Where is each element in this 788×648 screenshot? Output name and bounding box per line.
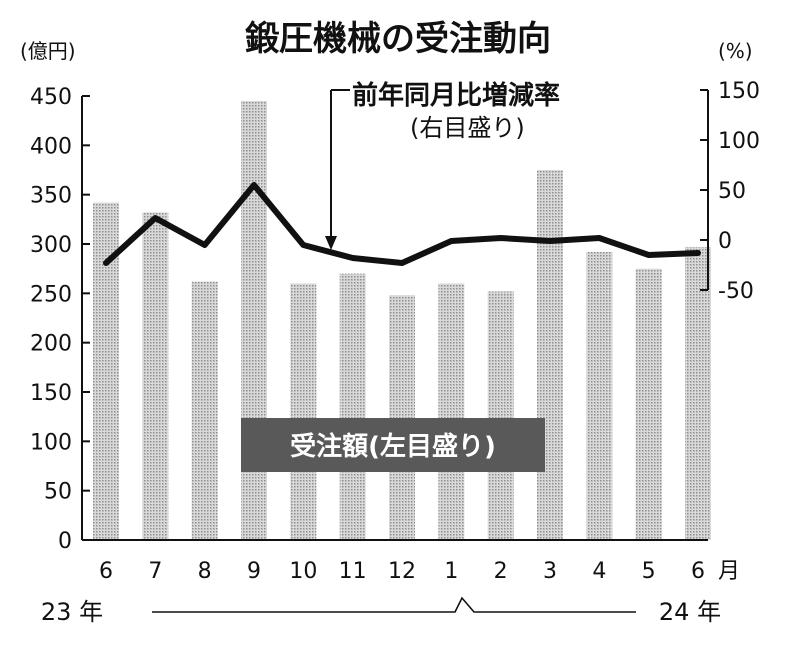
bar-legend-box <box>241 418 545 472</box>
x-tick-label: 12 <box>388 559 416 584</box>
left-tick-label: 0 <box>58 529 72 554</box>
right-tick-label: 50 <box>718 179 746 204</box>
bar-legend-label: 受注額(左目盛り) <box>290 431 496 462</box>
bar-12 <box>685 246 711 540</box>
bar-series <box>93 100 711 541</box>
x-tick-label: 3 <box>543 559 557 584</box>
x-tick-label: 10 <box>289 559 317 584</box>
x-axis-ticks: 6 7 8 9 10 11 12 1 2 3 4 5 6 月 <box>99 559 740 584</box>
x-tick-label: 6 <box>99 559 113 584</box>
right-tick-label: -50 <box>718 279 754 304</box>
left-tick-label: 150 <box>30 381 72 406</box>
chart-title: 鍛圧機械の受注動向 <box>245 19 551 59</box>
bar-4 <box>290 283 317 540</box>
x-tick-label: 5 <box>642 559 656 584</box>
x-tick-label: 1 <box>444 559 458 584</box>
bar-3 <box>241 100 267 540</box>
bar-11 <box>635 268 662 540</box>
right-axis-ticks: 150 100 50 0 -50 <box>700 79 760 304</box>
x-tick-label: 4 <box>592 559 606 584</box>
line-series-yoy <box>103 182 701 266</box>
bar-5 <box>339 273 366 540</box>
left-axis-ticks: 450 400 350 300 250 200 150 100 50 0 <box>30 85 90 554</box>
bar-10 <box>586 251 613 541</box>
year-end-label: 24 年 <box>659 598 721 626</box>
x-tick-label: 8 <box>198 559 212 584</box>
left-tick-label: 400 <box>30 134 72 159</box>
left-tick-label: 100 <box>30 430 72 455</box>
line-annotation-subtitle: (右目盛り) <box>410 114 525 142</box>
x-tick-label: 7 <box>148 559 162 584</box>
left-tick-label: 50 <box>44 480 72 505</box>
x-tick-label: 2 <box>494 559 508 584</box>
bar-1 <box>142 212 169 540</box>
bar-7 <box>438 283 465 540</box>
left-axis-unit: (億円) <box>20 39 76 63</box>
annotation-arrowhead <box>325 236 337 250</box>
x-tick-label: 9 <box>247 559 261 584</box>
right-axis-unit: (%) <box>718 39 753 63</box>
left-tick-label: 450 <box>30 85 72 110</box>
year-start-label: 23 年 <box>41 598 103 626</box>
x-tick-label: 6 <box>691 559 705 584</box>
left-tick-label: 300 <box>30 233 72 258</box>
right-tick-label: 0 <box>718 229 732 254</box>
right-tick-label: 100 <box>718 129 760 154</box>
bar-2 <box>191 281 218 540</box>
x-tick-label: 11 <box>339 559 367 584</box>
month-unit-label: 月 <box>718 559 740 584</box>
year-divider-line <box>152 596 636 613</box>
bar-8 <box>487 291 514 540</box>
bar-9 <box>537 170 563 540</box>
left-tick-label: 250 <box>30 282 72 307</box>
bar-6 <box>389 295 415 540</box>
left-tick-label: 350 <box>30 184 72 209</box>
line-annotation-title: 前年同月比増減率 <box>352 80 560 111</box>
right-tick-label: 150 <box>718 79 760 104</box>
left-tick-label: 200 <box>30 332 72 357</box>
